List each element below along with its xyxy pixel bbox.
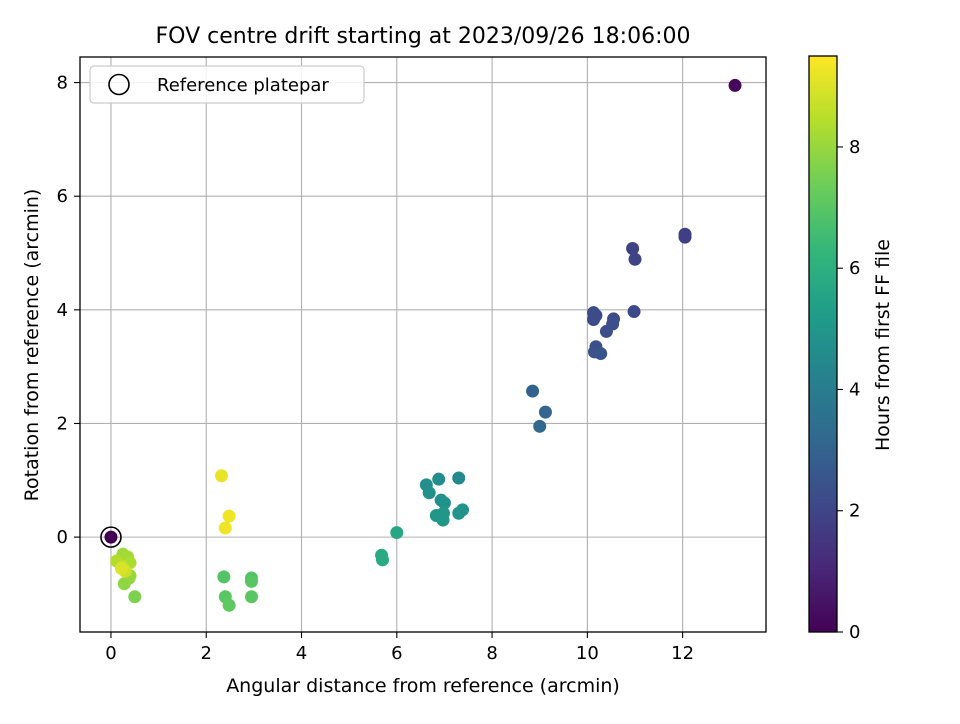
data-point <box>114 561 128 575</box>
data-point <box>432 472 446 486</box>
y-tick-label: 8 <box>57 73 68 94</box>
reference-platepar-marker <box>100 526 122 548</box>
legend-label: Reference platepar <box>157 75 329 96</box>
data-point <box>594 347 608 361</box>
y-tick-label: 6 <box>57 186 68 207</box>
x-tick-label: 0 <box>105 643 116 664</box>
colorbar-tick-label: 0 <box>849 622 860 643</box>
colorbar-tick-label: 8 <box>849 137 860 158</box>
colorbar-frame <box>808 55 838 633</box>
data-point <box>390 526 404 540</box>
data-point <box>437 496 451 510</box>
colorbar-label: Hours from first FF file <box>872 239 894 451</box>
legend-marker-icon <box>108 73 130 96</box>
y-axis-ticks: 0 2 4 6 8 <box>57 73 80 548</box>
data-points <box>100 78 742 612</box>
data-point <box>436 513 450 527</box>
x-tick-label: 4 <box>296 643 307 664</box>
data-point <box>626 241 640 255</box>
y-tick-label: 0 <box>57 527 68 548</box>
data-point <box>587 313 601 326</box>
data-point <box>678 230 692 244</box>
y-axis-label: Rotation from reference (arcmin) <box>21 189 43 502</box>
data-point <box>245 574 258 588</box>
colorbar-gradient <box>809 56 837 632</box>
y-tick-label: 4 <box>57 300 68 321</box>
data-point <box>728 78 742 92</box>
legend[interactable]: Reference platepar <box>89 65 365 104</box>
x-tick-label: 6 <box>391 643 402 664</box>
y-tick-label: 2 <box>57 413 68 434</box>
data-point <box>214 469 228 483</box>
data-point <box>538 405 552 419</box>
grid <box>80 57 766 632</box>
data-point <box>452 506 466 520</box>
colorbar-tick-label: 6 <box>849 258 860 279</box>
x-tick-label: 8 <box>486 643 497 664</box>
data-point <box>533 419 547 433</box>
x-axis-ticks: 0 2 4 6 8 10 12 <box>105 632 694 664</box>
legend-box <box>89 65 365 104</box>
x-tick-label: 10 <box>576 643 599 664</box>
data-point <box>628 252 642 266</box>
data-point <box>104 530 118 544</box>
colorbar-tick-label: 2 <box>849 501 860 522</box>
data-point <box>222 509 236 523</box>
data-point <box>376 553 390 567</box>
x-axis-label: Angular distance from reference (arcmin) <box>226 675 620 697</box>
data-point <box>245 590 258 604</box>
plot-frame <box>79 56 767 633</box>
colorbar-tick-label: 4 <box>849 379 860 400</box>
data-point <box>422 486 436 500</box>
data-point <box>218 521 232 535</box>
data-point <box>526 384 540 398</box>
x-tick-label: 12 <box>671 643 694 664</box>
data-point <box>128 590 142 604</box>
colorbar-ticks: 0 2 4 6 8 <box>837 137 860 643</box>
data-point <box>599 324 613 338</box>
x-tick-label: 2 <box>201 643 212 664</box>
data-point <box>452 471 466 485</box>
chart-title: FOV centre drift starting at 2023/09/26 … <box>156 24 691 49</box>
data-point <box>217 570 231 584</box>
data-point <box>222 598 236 612</box>
data-point <box>627 305 641 319</box>
colorbar: 0 2 4 6 8 Hours from first FF file <box>808 55 894 643</box>
